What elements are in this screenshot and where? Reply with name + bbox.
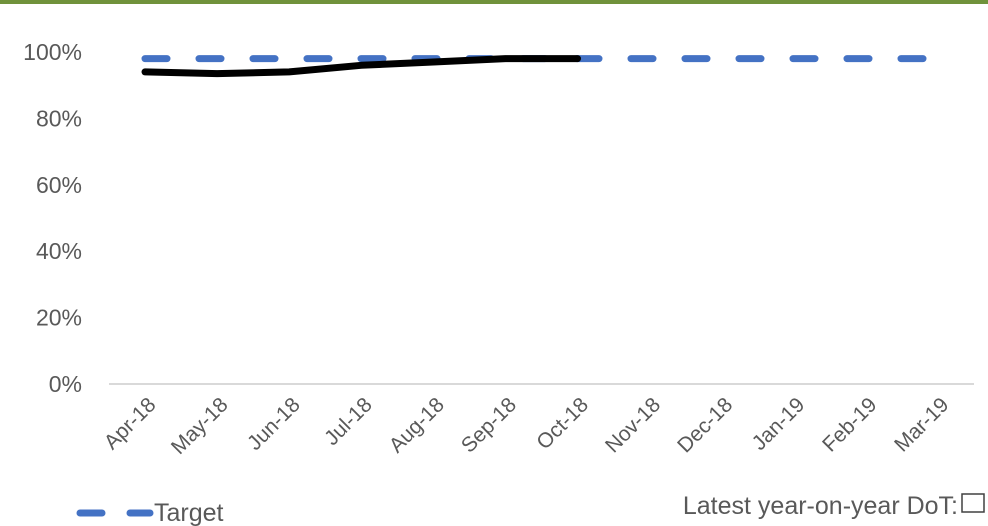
y-axis-ticks: 0% 20% 40% 60% 80% 100% (23, 39, 82, 397)
x-tick-label: Feb-19 (818, 393, 881, 456)
top-accent-rule (0, 0, 988, 4)
direction-of-travel: Latest year-on-year DoT: (683, 492, 985, 520)
direction-of-travel-icon (961, 493, 985, 513)
y-tick-label: 40% (36, 238, 82, 264)
actual-series-line (141, 55, 581, 78)
y-tick-label: 20% (36, 305, 82, 331)
y-tick-label: 100% (23, 39, 82, 65)
y-tick-label: 80% (36, 105, 82, 131)
x-tick-label: Mar-19 (890, 393, 953, 456)
dot-label: Latest year-on-year DoT: (683, 492, 958, 520)
x-axis-ticks: Apr-18 May-18 Jun-18 Jul-18 Aug-18 Sep-18 Oct-… (100, 393, 954, 459)
series-layer (141, 55, 942, 78)
x-tick-label: May-18 (167, 393, 233, 459)
x-tick-label: Nov-18 (601, 393, 665, 457)
x-tick-label: Jan-19 (748, 393, 810, 455)
x-tick-label: Sep-18 (457, 393, 521, 457)
legend-label-target: Target (154, 499, 224, 526)
y-tick-label: 60% (36, 172, 82, 198)
x-tick-label: Apr-18 (100, 393, 161, 454)
legend: Target (76, 499, 224, 526)
x-tick-label: Oct-18 (532, 393, 593, 454)
x-tick-label: Jun-18 (243, 393, 305, 455)
y-tick-label: 0% (49, 371, 82, 397)
x-tick-label: Aug-18 (385, 393, 449, 457)
x-tick-label: Dec-18 (673, 393, 737, 457)
x-tick-label: Jul-18 (320, 393, 377, 450)
